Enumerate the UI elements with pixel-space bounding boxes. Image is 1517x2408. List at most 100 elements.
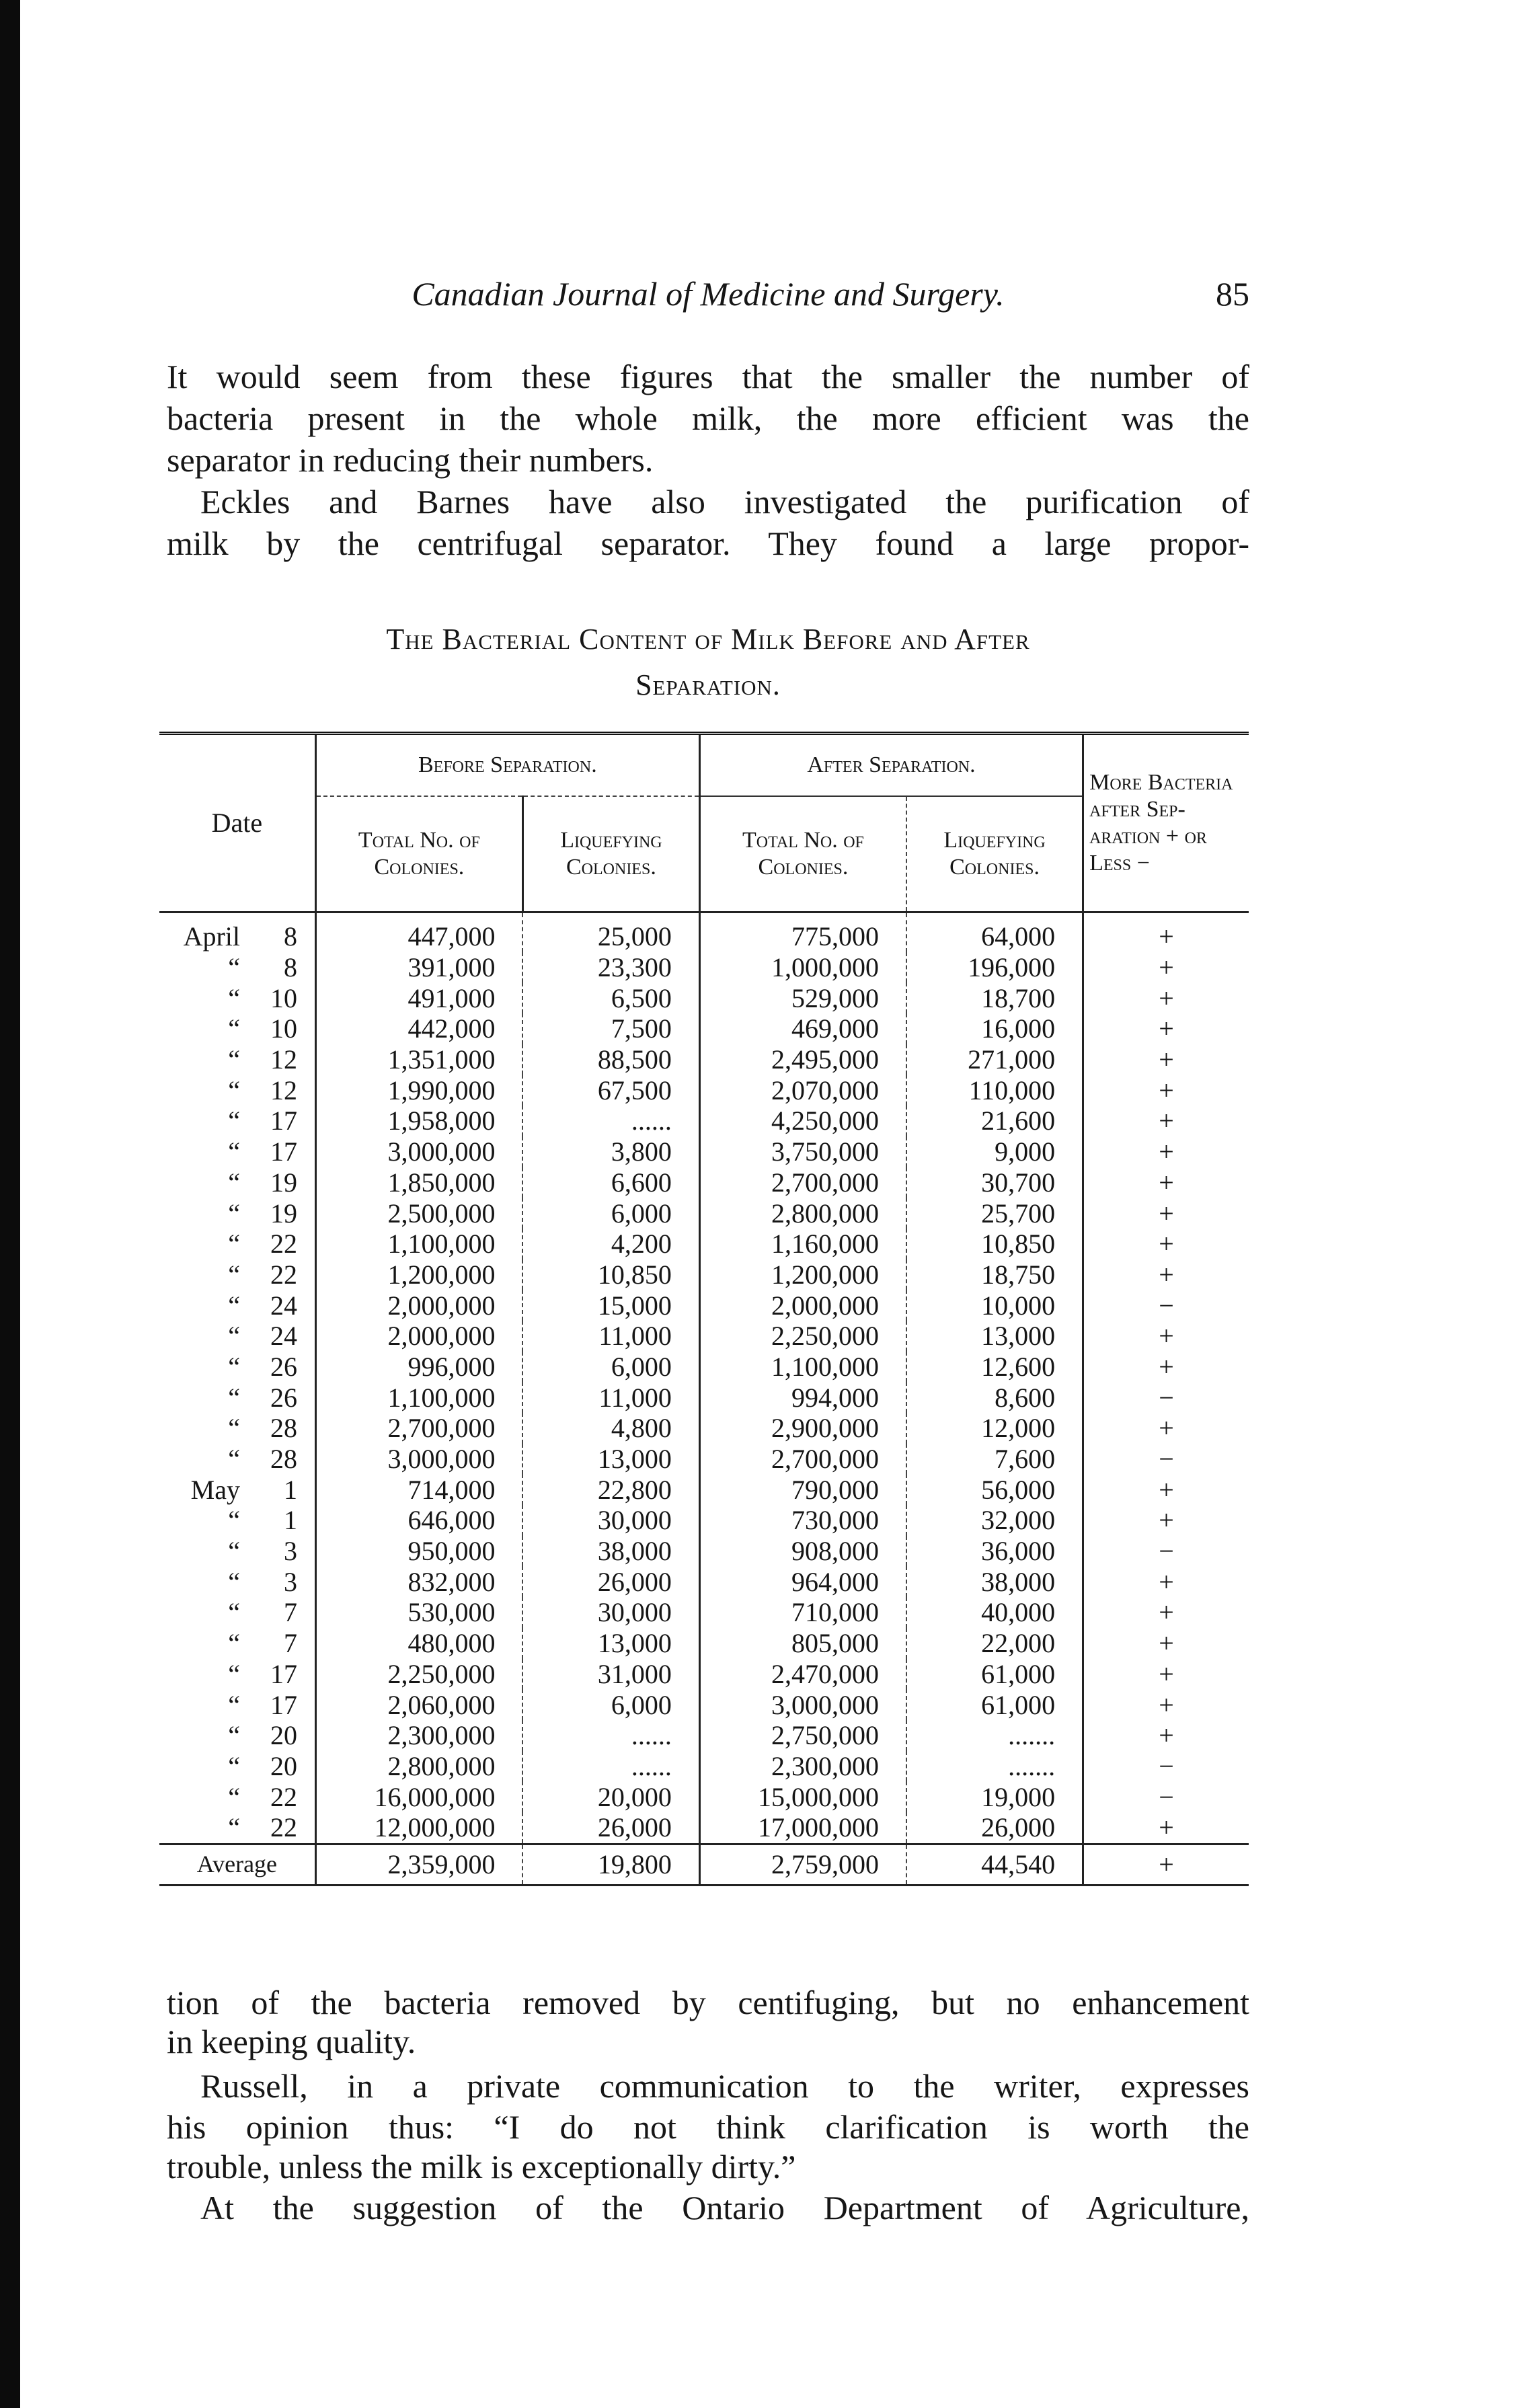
date-cell: “ 22 (159, 1259, 315, 1290)
month: “ (228, 952, 240, 983)
table-row: “1 646,000 30,000 730,000 32,000 + (159, 1505, 1249, 1536)
before-total-cell: 2,000,000 (314, 1290, 523, 1321)
before-liquefying-cell: 26,000 (522, 1812, 700, 1844)
after-total-cell: 2,495,000 (698, 1044, 907, 1075)
date-cell: “ 20 (159, 1751, 315, 1782)
before-liquefying-cell: 6,000 (522, 1198, 700, 1229)
before-liquefying-cell: 22,800 (522, 1474, 700, 1506)
more-less-cell: + (1082, 1474, 1249, 1506)
more-less-cell: + (1082, 1566, 1249, 1598)
after-liquefying-cell: 12,000 (906, 1413, 1083, 1444)
day: 22 (270, 1229, 297, 1259)
date-cell: “1 (159, 1505, 315, 1536)
month: “ (228, 1259, 240, 1290)
table-row: “ 10 491,000 6,500 529,000 18,700 + (159, 982, 1249, 1014)
table-row: “3 832,000 26,000 964,000 38,000 + (159, 1566, 1249, 1598)
before-liquefying-cell: 11,000 (522, 1382, 700, 1413)
month: April (183, 921, 240, 952)
month: “ (228, 1075, 240, 1105)
before-total-cell: 3,000,000 (314, 1443, 523, 1475)
after-liquefying-cell: 18,750 (906, 1259, 1083, 1290)
after-liquefying-cell: ....... (906, 1719, 1083, 1751)
table-row: “ 17 2,060,000 6,000 3,000,000 61,000 + (159, 1689, 1249, 1720)
table-row: “ 20 2,300,000...... 2,750,000....... + (159, 1719, 1249, 1751)
date-cell: “ 17 (159, 1136, 315, 1167)
after-total-cell: 1,100,000 (698, 1351, 907, 1383)
after-total-cell: 775,000 (698, 912, 907, 952)
before-liquefying-cell: 4,200 (522, 1228, 700, 1259)
after-liquefying-cell: 8,600 (906, 1382, 1083, 1413)
date-cell: “ 19 (159, 1198, 315, 1229)
intro-line: Eckles and Barnes have also investigated… (200, 483, 1249, 520)
average-row: Average 2,359,000 19,800 2,759,000 44,540 + (159, 1842, 1249, 1886)
after-liquefying-cell: 10,850 (906, 1228, 1083, 1259)
date-cell: “ 28 (159, 1444, 315, 1475)
before-liquefying-cell: 20,000 (522, 1781, 700, 1812)
table-row: April 8 447,000 25,000 775,000 64,000 + (159, 912, 1249, 952)
more-less-cell: + (1082, 1505, 1249, 1536)
before-liquefying-cell: 13,000 (522, 1627, 700, 1659)
more-less-cell: + (1082, 1689, 1249, 1720)
table-row: “ 22 1,100,000 4,200 1,160,000 10,850 + (159, 1228, 1249, 1259)
date-cell: “7 (159, 1628, 315, 1659)
before-total-cell: 480,000 (314, 1627, 523, 1659)
month: “ (228, 1321, 240, 1352)
month: “ (228, 1536, 240, 1567)
more-less-cell: + (1082, 1413, 1249, 1444)
more-less-cell: + (1082, 1167, 1249, 1198)
before-total-cell: 2,800,000 (314, 1750, 523, 1782)
after-liquefying-cell: 40,000 (906, 1597, 1083, 1628)
before-liquefying-cell: 15,000 (522, 1290, 700, 1321)
table-row: “ 12 1,351,000 88,500 2,495,000 271,000 + (159, 1044, 1249, 1075)
date-cell: “ 12 (159, 1044, 315, 1075)
after-total-cell: 730,000 (698, 1505, 907, 1536)
month: “ (228, 1628, 240, 1659)
table-row: “ 28 2,700,000 4,800 2,900,000 12,000 + (159, 1413, 1249, 1444)
month: “ (228, 1444, 240, 1475)
before-total-cell: 1,100,000 (314, 1382, 523, 1413)
before-total-cell: 391,000 (314, 951, 523, 983)
after-total-cell: 1,200,000 (698, 1259, 907, 1290)
month: “ (228, 1382, 240, 1413)
after-liquefying-cell: 30,700 (906, 1167, 1083, 1198)
after-total-cell: 2,300,000 (698, 1750, 907, 1782)
before-total-cell: 646,000 (314, 1505, 523, 1536)
before-total-cell: 1,100,000 (314, 1228, 523, 1259)
after-liquefying-cell: 61,000 (906, 1689, 1083, 1720)
date-cell: “ 19 (159, 1167, 315, 1198)
before-total-cell: 12,000,000 (314, 1812, 523, 1844)
table-row: “ 26 1,100,000 11,000 994,000 8,600− (159, 1382, 1249, 1413)
table-row: “7 530,000 30,000 710,000 40,000 + (159, 1597, 1249, 1628)
month: “ (228, 1720, 240, 1751)
day: 10 (270, 1013, 297, 1044)
before-total-cell: 16,000,000 (314, 1781, 523, 1812)
table-row: “ 12 1,990,000 67,500 2,070,000 110,000 + (159, 1075, 1249, 1106)
more-less-cell: + (1082, 912, 1249, 952)
more-less-cell: + (1082, 1719, 1249, 1751)
more-less-cell: + (1082, 1597, 1249, 1628)
scan-edge (0, 0, 20, 2408)
after-total-cell: 4,250,000 (698, 1105, 907, 1136)
page-number: 85 (1216, 275, 1249, 313)
before-liquefying-cell: 6,600 (522, 1167, 700, 1198)
closing-line: tion of the bacteria removed by centifug… (167, 1984, 1249, 2021)
after-liquefying-cell: 38,000 (906, 1566, 1083, 1598)
before-liquefying-cell: 25,000 (522, 912, 700, 952)
after-total-cell: 1,160,000 (698, 1228, 907, 1259)
after-liquefying-cell: 22,000 (906, 1627, 1083, 1659)
day: 20 (270, 1750, 297, 1781)
after-liquefying-cell: 56,000 (906, 1474, 1083, 1506)
day: 3 (284, 1536, 297, 1567)
more-less-cell: + (1082, 982, 1249, 1014)
before-liquefying-cell: 31,000 (522, 1658, 700, 1690)
table-row: “ 22 16,000,000 20,000 15,000,000 19,000− (159, 1781, 1249, 1812)
before-liquefying-cell: 30,000 (522, 1597, 700, 1628)
day: 12 (270, 1075, 297, 1105)
average-after-liquefying: 44,540 (906, 1842, 1083, 1886)
date-cell: “ 28 (159, 1413, 315, 1444)
month: “ (228, 1750, 240, 1781)
closing-line: At the suggestion of the Ontario Departm… (200, 2189, 1249, 2226)
closing-line: in keeping quality. (167, 2023, 416, 2060)
after-liquefying-cell: 18,700 (906, 982, 1083, 1014)
before-total-cell: 1,850,000 (314, 1167, 523, 1198)
